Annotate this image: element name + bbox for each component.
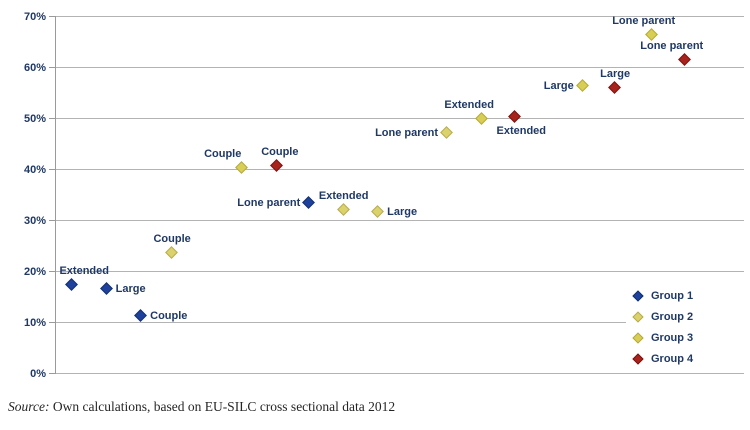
data-point-group-1	[99, 281, 113, 295]
legend-marker-diamond-icon	[632, 352, 644, 365]
legend-label: Group 2	[651, 310, 694, 323]
y-axis-tick-label: 40%	[23, 163, 46, 176]
source-note: Source: Own calculations, based on EU-SI…	[8, 399, 395, 415]
legend-label: Group 4	[651, 352, 694, 365]
data-point-label: Large	[115, 282, 146, 295]
y-axis-tick-label: 50%	[23, 112, 46, 125]
legend-marker-diamond-icon	[632, 289, 644, 302]
gridline-30%	[55, 220, 744, 221]
legend-item-group-4: Group 4	[626, 353, 746, 365]
y-axis-tick-label: 30%	[23, 214, 46, 227]
data-point-group-3	[234, 161, 248, 175]
data-point-label: Extended	[444, 98, 494, 111]
data-point-group-4	[269, 159, 283, 173]
data-point-label: Large	[543, 79, 574, 92]
y-axis-tick-label: 0%	[30, 367, 46, 380]
legend-item-group-1: Group 1	[626, 290, 746, 302]
data-point-label: Lone parent	[237, 197, 301, 210]
gridline-50%	[55, 118, 744, 119]
gridline-70%	[55, 16, 744, 17]
legend-label: Group 3	[651, 331, 694, 344]
y-axis-tick-label: 10%	[23, 316, 46, 329]
legend: Group 1 Group 2 Group 3 Group 4	[626, 283, 746, 371]
data-point-group-2	[336, 202, 350, 216]
data-point-label: Couple	[204, 148, 242, 161]
data-point-label: Couple	[261, 146, 299, 159]
data-point-group-2	[371, 205, 385, 219]
data-point-label: Couple	[153, 232, 191, 245]
gridline-60%	[55, 67, 744, 68]
y-axis-tick	[49, 16, 55, 17]
legend-item-group-2: Group 2	[626, 311, 746, 323]
data-point-label: Couple	[150, 309, 188, 322]
gridline-40%	[55, 169, 744, 170]
legend-item-group-3: Group 3	[626, 332, 746, 344]
gridline-10%	[55, 322, 744, 323]
data-point-label: Extended	[496, 124, 547, 137]
legend-marker-diamond-icon	[632, 331, 644, 344]
y-axis-tick	[49, 373, 55, 374]
y-axis-line	[55, 16, 56, 374]
data-point-label: Lone parent	[612, 15, 676, 28]
y-axis-tick	[49, 220, 55, 221]
legend-label: Group 1	[651, 289, 694, 302]
y-axis-tick-label: 60%	[23, 61, 46, 74]
data-point-label: Large	[387, 206, 418, 219]
data-point-label: Large	[600, 67, 631, 80]
data-point-group-4	[677, 52, 691, 66]
y-axis-tick-label: 20%	[23, 265, 46, 278]
y-axis-tick	[49, 322, 55, 323]
gridline-0%	[55, 373, 744, 374]
y-axis-tick-label: 70%	[23, 10, 46, 23]
data-point-label: Lone parent	[375, 126, 439, 139]
y-axis-tick	[49, 118, 55, 119]
data-point-group-2	[440, 125, 453, 139]
y-axis-tick	[49, 271, 55, 272]
data-point-group-3	[575, 78, 589, 92]
data-point-group-4	[608, 81, 622, 94]
source-note-text: Own calculations, based on EU-SILC cross…	[49, 399, 396, 414]
gridline-20%	[55, 271, 744, 272]
data-point-group-1	[65, 278, 79, 292]
data-point-group-2	[165, 245, 178, 259]
data-point-label: Lone parent	[640, 39, 704, 52]
data-point-group-1	[302, 196, 316, 210]
source-note-prefix: Source:	[8, 399, 50, 414]
data-point-group-4	[508, 110, 522, 123]
y-axis-tick	[49, 67, 55, 68]
y-axis-tick	[49, 169, 55, 170]
data-point-group-3	[475, 111, 489, 125]
data-point-group-1	[134, 309, 147, 322]
data-point-label: Extended	[318, 189, 369, 202]
data-point-label: Extended	[59, 265, 109, 278]
legend-marker-diamond-icon	[632, 310, 644, 323]
